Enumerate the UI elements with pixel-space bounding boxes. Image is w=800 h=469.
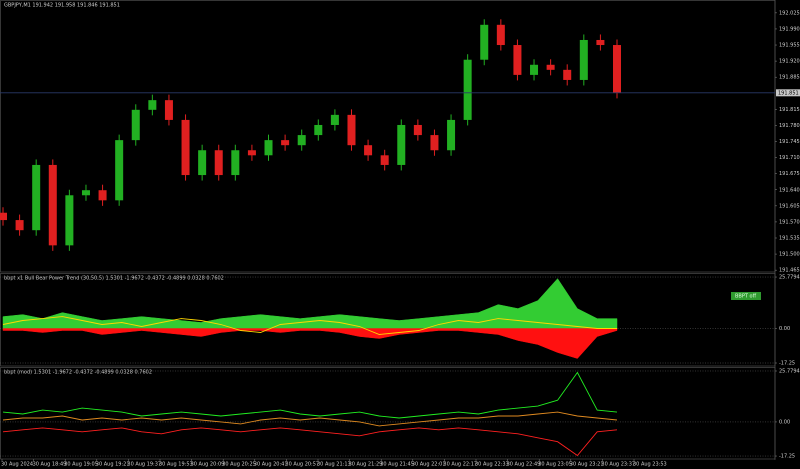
y-tick-label: 0.00 [779, 326, 790, 332]
x-tick-label: 30 Aug 23:21 [570, 462, 604, 468]
candle-body [530, 64, 539, 75]
y-tick-label: 191.640 [779, 187, 800, 193]
candle-body [214, 150, 223, 176]
candle-body [380, 155, 389, 165]
x-tick-label: 30 Aug 23:05 [538, 462, 572, 468]
candle-body [198, 150, 207, 176]
x-tick-label: 30 Aug 22:33 [475, 462, 509, 468]
candle-body [297, 135, 306, 146]
x-tick-label: 30 Aug 23:37 [601, 462, 635, 468]
candle-body [513, 45, 522, 75]
y-tick-label: 191.990 [779, 26, 800, 32]
y-tick-label: 191.710 [779, 155, 800, 161]
pane-title: bbpt x1 Bull Bear Power Trend (30,50,5) … [4, 276, 224, 282]
pane-title: bbpt (mod) 1.5301 -1.9672 -0.4372 -0.489… [4, 370, 152, 376]
y-tick-label: 191.745 [779, 139, 800, 145]
x-tick-label: 30 Aug 19:37 [127, 462, 161, 468]
candle-body [15, 220, 24, 231]
candle-body [397, 124, 406, 165]
y-tick-label: 191.815 [779, 107, 800, 113]
candle-body [314, 124, 323, 136]
x-tick-label: 30 Aug 20:25 [222, 462, 256, 468]
line [2, 316, 617, 335]
y-tick-label: 25.7794 [779, 275, 800, 281]
x-tick-label: 30 Aug 2024 [1, 462, 33, 468]
x-tick-label: 30 Aug 22:01 [412, 462, 446, 468]
y-tick-label: 191.885 [779, 75, 800, 81]
y-tick-label: 191.535 [779, 236, 800, 242]
candle-body [264, 140, 273, 156]
pane-title: GBPJPY,M1 191.942 191.958 191.846 191.85… [4, 3, 120, 9]
x-tick-label: 30 Aug 18:49 [33, 462, 67, 468]
candle-body [131, 109, 140, 141]
x-tick-label: 30 Aug 20:09 [191, 462, 225, 468]
candle-body [480, 24, 489, 60]
y-tick-label: 191.570 [779, 219, 800, 225]
candle-body [579, 39, 588, 80]
y-tick-label: 191.920 [779, 59, 800, 65]
candle-body [65, 195, 74, 246]
candle-body [330, 114, 339, 125]
candle-body [32, 164, 41, 231]
candle-body [164, 100, 173, 120]
toggle-button-label[interactable]: BBPT off [735, 294, 757, 300]
candle-body [496, 24, 505, 46]
area [2, 278, 618, 329]
y-tick-label: 191.605 [779, 203, 800, 209]
candle-body [148, 100, 157, 110]
candle-body [48, 164, 57, 246]
candle-body [364, 145, 373, 156]
candle-body [231, 150, 240, 176]
x-tick-label: 30 Aug 19:05 [64, 462, 98, 468]
x-tick-label: 30 Aug 19:53 [159, 462, 193, 468]
candle-body [613, 45, 621, 93]
y-tick-label: 25.7794 [779, 368, 800, 374]
candle-body [281, 140, 290, 146]
x-tick-label: 30 Aug 20:41 [254, 462, 288, 468]
y-tick-label: 191.500 [779, 252, 800, 258]
x-tick-label: 30 Aug 23:53 [633, 462, 667, 468]
line [2, 427, 618, 457]
candle-body [247, 150, 256, 156]
candle-body [430, 135, 439, 151]
x-tick-label: 30 Aug 22:17 [443, 462, 477, 468]
candle-body [115, 140, 124, 201]
y-tick-label: 191.675 [779, 171, 800, 177]
candle-body [563, 69, 572, 80]
x-tick-label: 30 Aug 21:45 [380, 462, 414, 468]
current-price-tag [776, 89, 800, 97]
y-tick-label: 191.955 [779, 43, 800, 49]
line [2, 371, 618, 419]
y-tick-label: 191.465 [779, 268, 800, 274]
y-tick-label: 192.025 [779, 10, 800, 16]
candle-body [0, 212, 7, 221]
candle-body [81, 190, 90, 196]
x-tick-label: 30 Aug 22:49 [507, 462, 541, 468]
candle-body [546, 64, 555, 70]
current-price-label: 191.851 [778, 90, 799, 96]
candle-body [181, 119, 190, 176]
area [2, 328, 618, 359]
x-tick-label: 30 Aug 19:21 [96, 462, 130, 468]
x-tick-label: 30 Aug 21:13 [317, 462, 351, 468]
y-tick-label: 191.780 [779, 123, 800, 129]
y-tick-label: -17.25 [779, 361, 795, 367]
y-tick-label: 0.00 [779, 419, 790, 425]
candle-body [463, 59, 472, 120]
candle-body [596, 39, 605, 46]
x-tick-label: 30 Aug 21:29 [349, 462, 383, 468]
candle-body [347, 114, 356, 146]
line [2, 411, 618, 427]
candle-body [447, 119, 456, 151]
toggle-button[interactable] [731, 292, 761, 300]
candle-body [413, 124, 422, 136]
x-tick-label: 30 Aug 20:57 [285, 462, 319, 468]
y-tick-label: -17.25 [779, 454, 795, 460]
candle-body [98, 190, 107, 201]
